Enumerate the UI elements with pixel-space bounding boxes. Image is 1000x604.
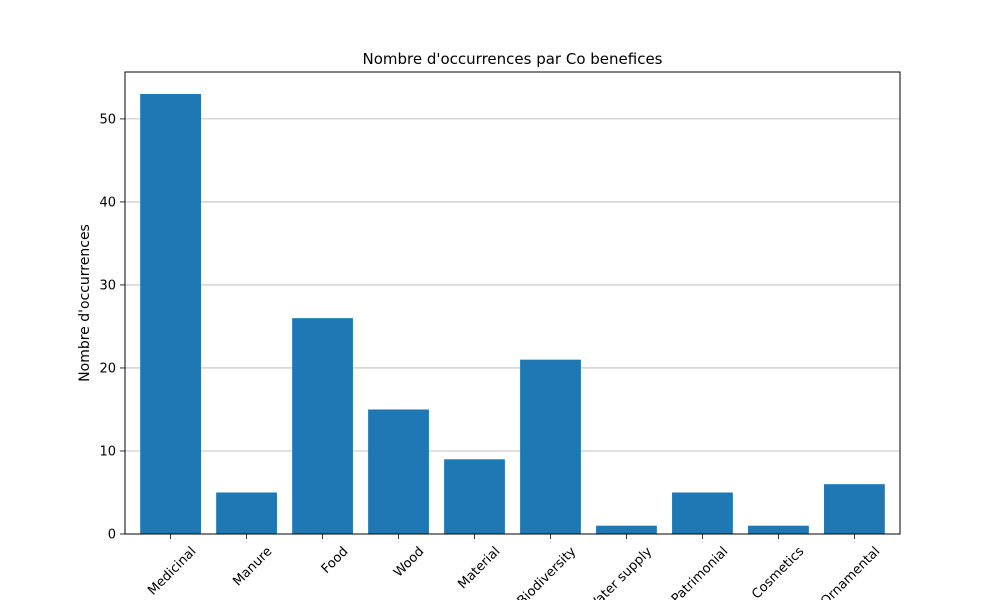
bar-series — [140, 94, 885, 534]
axes — [124, 71, 901, 535]
y-ticks: 0 10 20 30 40 50 — [99, 112, 125, 543]
bar-biodiversity — [520, 359, 581, 534]
bar-material — [444, 459, 505, 534]
y-tick-label: 10 — [99, 444, 116, 459]
x-tick-label: Wood — [391, 544, 427, 580]
bar-water-supply — [596, 525, 657, 534]
y-tick-label: 20 — [99, 361, 116, 376]
grid-lines — [125, 118, 900, 535]
x-ticks: Medicinal Manure Food Wood Material Biodivers… — [145, 534, 883, 604]
chart-title: Nombre d'occurrences par Co benefices — [362, 50, 662, 68]
y-tick-label: 0 — [108, 528, 116, 543]
y-tick-label: 40 — [99, 195, 116, 210]
x-tick-label: Biodiversity — [515, 544, 580, 600]
plot-frame — [124, 71, 901, 535]
bar-medicinal — [140, 94, 201, 534]
y-tick-label: 50 — [99, 112, 116, 127]
bar-ornamental — [824, 484, 885, 534]
bar-patrimonial — [672, 492, 733, 534]
bar-cosmetics — [748, 525, 809, 534]
y-axis-label: Nombre d'occurrences — [77, 224, 93, 382]
bar-food — [292, 318, 353, 534]
x-tick-label: Food — [319, 544, 352, 577]
x-tick-label: Cosmetics — [749, 544, 807, 600]
x-tick-label: Manure — [230, 544, 275, 589]
bar-wood — [368, 409, 429, 534]
x-tick-label: Ornamental — [818, 544, 883, 600]
y-tick-label: 30 — [99, 278, 116, 293]
x-tick-label: Material — [455, 544, 503, 592]
bar-manure — [216, 492, 277, 534]
x-tick-label: Patrimonial — [669, 544, 731, 600]
x-tick-label: Medicinal — [145, 544, 199, 598]
x-tick-label: Water supply — [584, 544, 655, 600]
